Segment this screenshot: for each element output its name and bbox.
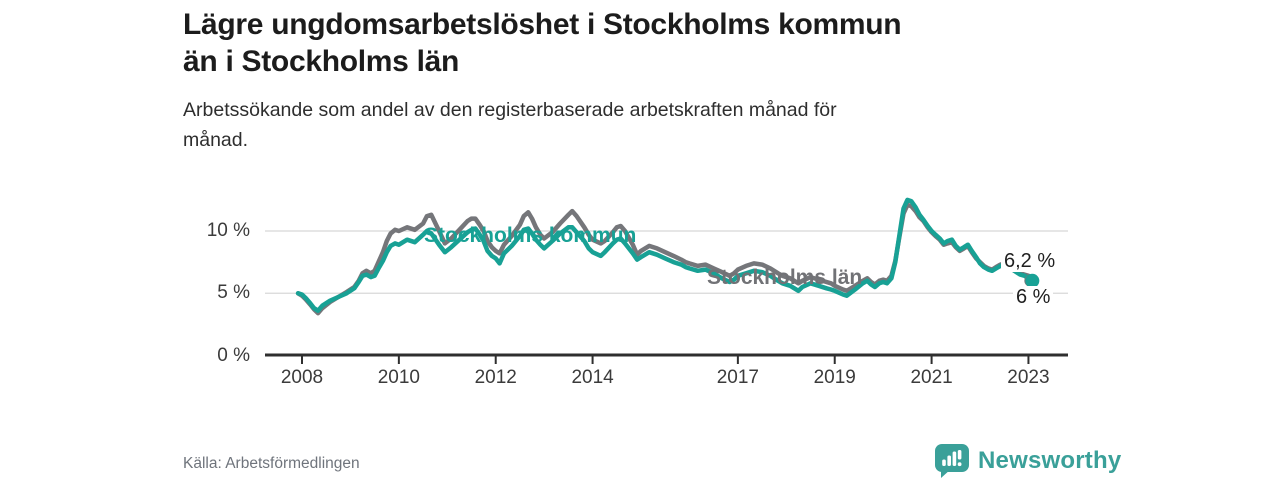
subtitle-line-2: månad. bbox=[183, 129, 249, 151]
x-tick-label-2023: 2023 bbox=[1007, 367, 1050, 388]
series-label-stockholms-lan: Stockholms län bbox=[707, 266, 863, 289]
x-tick-label-2012: 2012 bbox=[474, 367, 517, 388]
series-label-stockholms-kommun: Stockholms kommun bbox=[424, 224, 637, 247]
y-tick-label-5: 5 % bbox=[217, 282, 250, 304]
title-line-1: Lägre ungdomsarbetslöshet i Stockholms k… bbox=[183, 8, 902, 41]
x-tick-label-2017: 2017 bbox=[716, 367, 759, 388]
x-tick-label-2010: 2010 bbox=[377, 367, 420, 388]
title-line-2: än i Stockholms län bbox=[183, 45, 460, 78]
x-tick-label-2021: 2021 bbox=[910, 367, 953, 388]
y-tick-label-10: 10 % bbox=[206, 220, 250, 241]
x-tick-label-2019: 2019 bbox=[813, 367, 856, 388]
x-tick-label-2014: 2014 bbox=[571, 367, 614, 388]
newsworthy-speech-bubble-bars-icon bbox=[935, 444, 969, 478]
newsworthy-branding: Newsworthy bbox=[934, 443, 1121, 479]
end-value-label-kommun: 6 % bbox=[1013, 286, 1054, 308]
kommun-end-dot bbox=[1025, 273, 1040, 288]
x-axis-tickmarks bbox=[301, 356, 1030, 364]
chart-subtitle: Arbetssökande som andel av den registerb… bbox=[183, 95, 1083, 155]
subtitle-line-1: Arbetssökande som andel av den registerb… bbox=[183, 99, 837, 121]
y-tick-label-0: 0 % bbox=[217, 344, 250, 366]
x-tick-label-2008: 2008 bbox=[280, 367, 324, 388]
source-note: Källa: Arbetsförmedlingen bbox=[183, 455, 360, 472]
kommun-series-line bbox=[295, 197, 1035, 313]
page-title: Lägre ungdomsarbetslöshet i Stockholms k… bbox=[183, 6, 1083, 80]
end-value-label-lan: 6,2 % bbox=[1001, 250, 1059, 272]
newsworthy-wordmark: Newsworthy bbox=[978, 447, 1122, 474]
